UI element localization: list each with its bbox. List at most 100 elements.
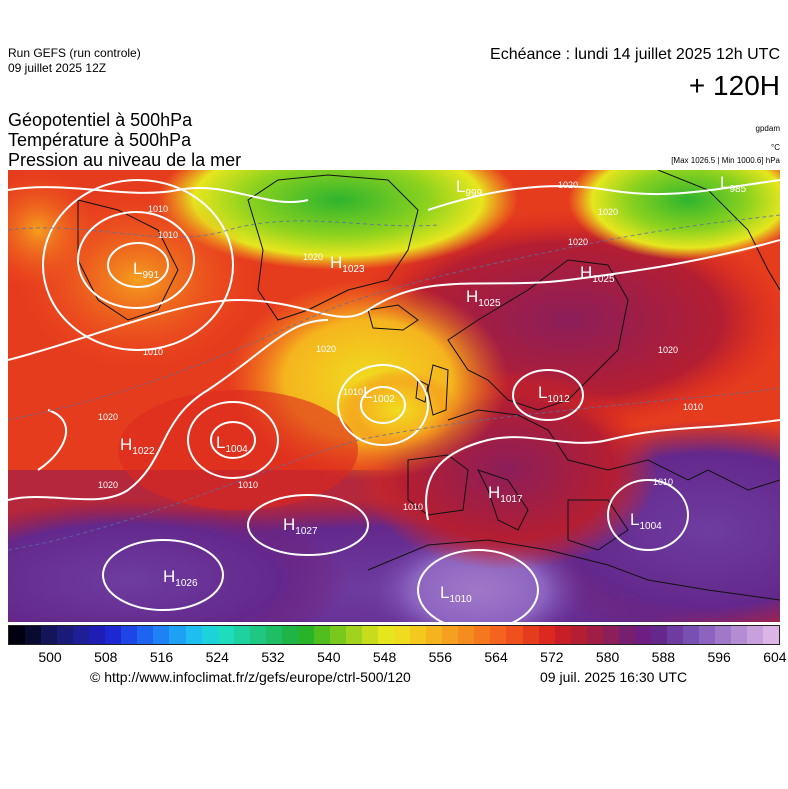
colorbar-swatch	[490, 626, 507, 644]
isobar-value-label: 1010	[403, 502, 423, 512]
colorbar-tick-label: 604	[763, 649, 787, 665]
colorbar-swatch	[57, 626, 74, 644]
isobar-value-label: 1010	[143, 347, 163, 357]
colorbar-tick-label: 556	[428, 649, 452, 665]
colorbar-swatch	[570, 626, 587, 644]
high-pressure-label: H1025	[580, 263, 615, 285]
colorbar-swatch	[747, 626, 764, 644]
lead-time: + 120H	[688, 70, 780, 101]
geopotential-contours	[8, 214, 780, 551]
isobar-value-label: 1020	[598, 207, 618, 217]
colorbar-swatch	[41, 626, 58, 644]
colorbar-swatch	[169, 626, 186, 644]
colorbar-swatch	[538, 626, 555, 644]
colorbar-tick-label: 596	[707, 649, 731, 665]
title-temperature: Température à 500hPa	[8, 130, 192, 150]
title-geopotential: Géopotentiel à 500hPa	[8, 110, 193, 130]
colorbar-swatch	[394, 626, 411, 644]
colorbar-swatch	[426, 626, 443, 644]
colorbar-tick-label: 580	[595, 649, 620, 665]
colorbar-swatch	[699, 626, 716, 644]
forecast-valid-time: Echéance : lundi 14 juillet 2025 12h UTC	[490, 46, 780, 63]
run-name: Run GEFS (run controle)	[8, 46, 141, 60]
colorbar-tick-label: 588	[651, 649, 676, 665]
colorbar-swatch	[458, 626, 475, 644]
colorbar-swatch	[731, 626, 748, 644]
coastlines	[77, 170, 780, 601]
unit-temperature: °C	[771, 143, 780, 152]
generated-date: 09 juil. 2025 16:30 UTC	[540, 669, 688, 685]
colorbar-swatch	[137, 626, 154, 644]
isobar-value-label: 1010	[238, 480, 258, 490]
colorbar-swatch	[9, 626, 26, 644]
isobar-value-label: 1020	[558, 180, 578, 190]
colorbar-swatch	[763, 626, 780, 644]
colorbar-swatch	[506, 626, 523, 644]
title-pressure: Pression au niveau de la mer	[8, 150, 242, 170]
colorbar-tick-label: 508	[94, 649, 118, 665]
isobar-value-label: 1010	[158, 230, 178, 240]
colorbar-swatch	[89, 626, 106, 644]
isobar-value-label: 1020	[568, 237, 588, 247]
colorbar-swatch	[715, 626, 732, 644]
colorbar-tick-label: 572	[540, 649, 564, 665]
isobar-value-label: 1010	[148, 204, 168, 214]
isobar-value-label: 1010	[653, 477, 673, 487]
temperature-colorbar	[8, 625, 780, 645]
colorbar-swatch	[378, 626, 395, 644]
credit-url[interactable]: © http://www.infoclimat.fr/z/gefs/europe…	[90, 669, 411, 685]
colorbar-swatch	[153, 626, 170, 644]
low-pressure-label: L999	[456, 177, 483, 199]
low-pressure-label: L1002	[363, 383, 395, 405]
isobar-value-label: 1020	[658, 345, 678, 355]
isobar-labels: 1010 1010 1020 1020 1020 1010 1020 1020 1010 1010…	[98, 180, 703, 512]
unit-geopotential: gpdam	[755, 124, 780, 133]
colorbar-tick-label: 540	[317, 649, 341, 665]
low-pressure-label: L1004	[630, 510, 662, 532]
colorbar-swatch	[265, 626, 282, 644]
high-pressure-label: H1022	[120, 435, 155, 457]
low-pressure-label: L985	[720, 173, 747, 195]
colorbar-swatch	[217, 626, 234, 644]
low-pressure-label: L991	[133, 259, 160, 281]
colorbar-swatch	[249, 626, 266, 644]
colorbar-swatch	[522, 626, 539, 644]
colorbar-swatch	[682, 626, 700, 644]
colorbar-tick-label: 516	[149, 649, 174, 665]
colorbar-swatch	[185, 626, 202, 644]
isobar-value-label: 1020	[98, 412, 118, 422]
colorbar-swatch	[105, 626, 122, 644]
colorbar-swatch	[281, 626, 298, 644]
colorbar-swatch	[313, 626, 330, 644]
colorbar-tick-label: 548	[372, 649, 397, 665]
weather-map[interactable]: L999 L985 L991 H1023 H1025 H1025 L1002 L1012 H10…	[8, 170, 780, 622]
colorbar-tick-label: 564	[484, 649, 508, 665]
colorbar-swatch	[297, 626, 314, 644]
unit-pressure-range: [Max 1026.5 | Min 1000.6] hPa	[671, 156, 780, 165]
low-pressure-label: L1010	[440, 583, 472, 605]
isobar-value-label: 1010	[683, 402, 703, 412]
colorbar-swatch	[666, 626, 683, 644]
colorbar-swatch	[362, 626, 379, 644]
low-pressure-label: L1012	[538, 383, 570, 405]
high-pressure-label: H1027	[283, 515, 318, 537]
colorbar-swatch	[602, 626, 619, 644]
isobar-value-label: 1020	[98, 480, 118, 490]
high-pressure-label: H1025	[466, 287, 501, 309]
colorbar-swatch	[474, 626, 491, 644]
colorbar-swatch	[73, 626, 90, 644]
isobar-value-label: 1010	[343, 387, 363, 397]
colorbar-tick-label: 532	[261, 649, 285, 665]
isobar-value-label: 1020	[316, 344, 336, 354]
isobar-value-label: 1020	[303, 252, 323, 262]
run-date: 09 juillet 2025 12Z	[8, 61, 107, 75]
high-pressure-label: H1026	[163, 567, 198, 589]
isobars	[8, 179, 780, 622]
pressure-systems: L999 L985 L991 H1023 H1025 H1025 L1002 L1012 H10…	[120, 173, 747, 605]
high-pressure-label: H1017	[488, 483, 523, 505]
colorbar-swatch	[233, 626, 250, 644]
colorbar-swatch	[586, 626, 603, 644]
colorbar-swatch	[650, 626, 667, 644]
colorbar-labels: 500 508 516 524 532 540 548 556 564 572 580 588 596 6…	[8, 649, 786, 667]
colorbar-swatch	[345, 626, 363, 644]
